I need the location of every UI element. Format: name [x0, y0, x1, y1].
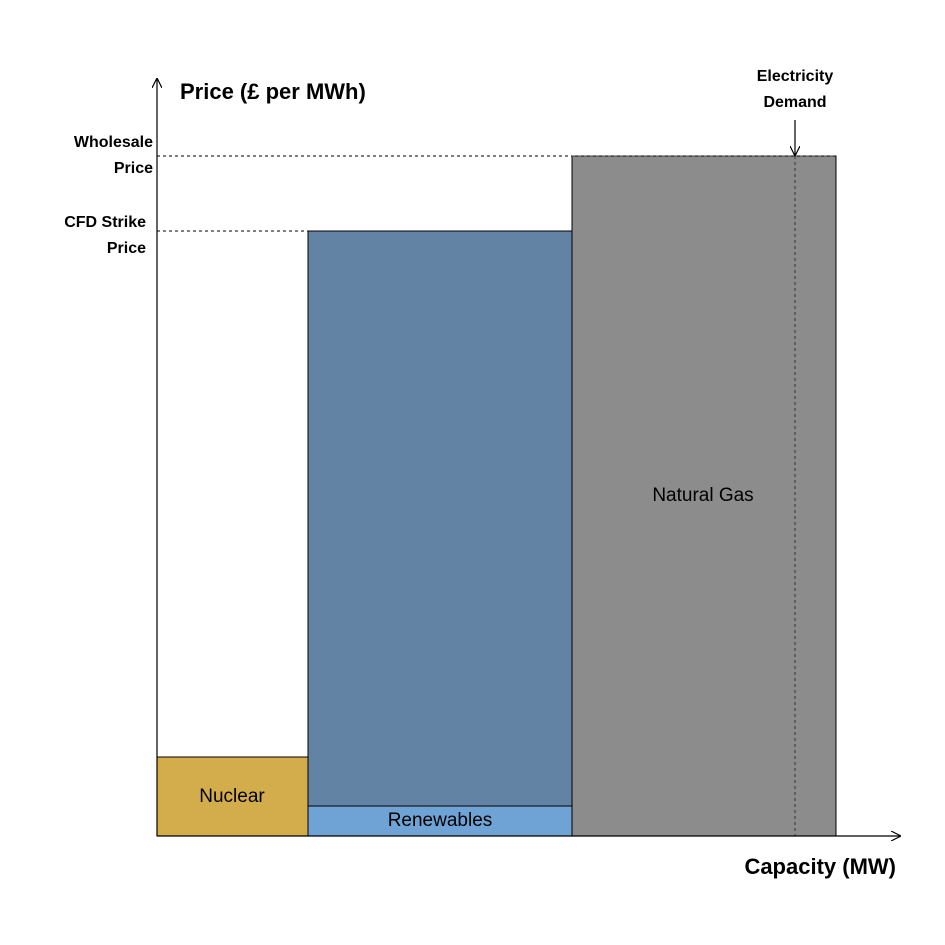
demand-label: Electricity: [757, 68, 834, 85]
y-axis-label: Price (£ per MWh): [180, 79, 366, 104]
block-label: Nuclear: [199, 786, 265, 807]
level-label: Price: [107, 240, 146, 257]
x-axis-label: Capacity (MW): [744, 854, 896, 879]
level-label: Price: [114, 160, 153, 177]
nuclear-block: [156, 756, 309, 837]
block-label: Natural Gas: [652, 485, 753, 506]
level-label: CFD Strike: [64, 214, 146, 231]
renewables-price-block: [307, 230, 573, 807]
demand-label: Demand: [763, 94, 826, 111]
renewables-block: [307, 805, 573, 837]
block-label: Renewables: [388, 810, 493, 831]
level-label: Wholesale: [74, 134, 153, 151]
